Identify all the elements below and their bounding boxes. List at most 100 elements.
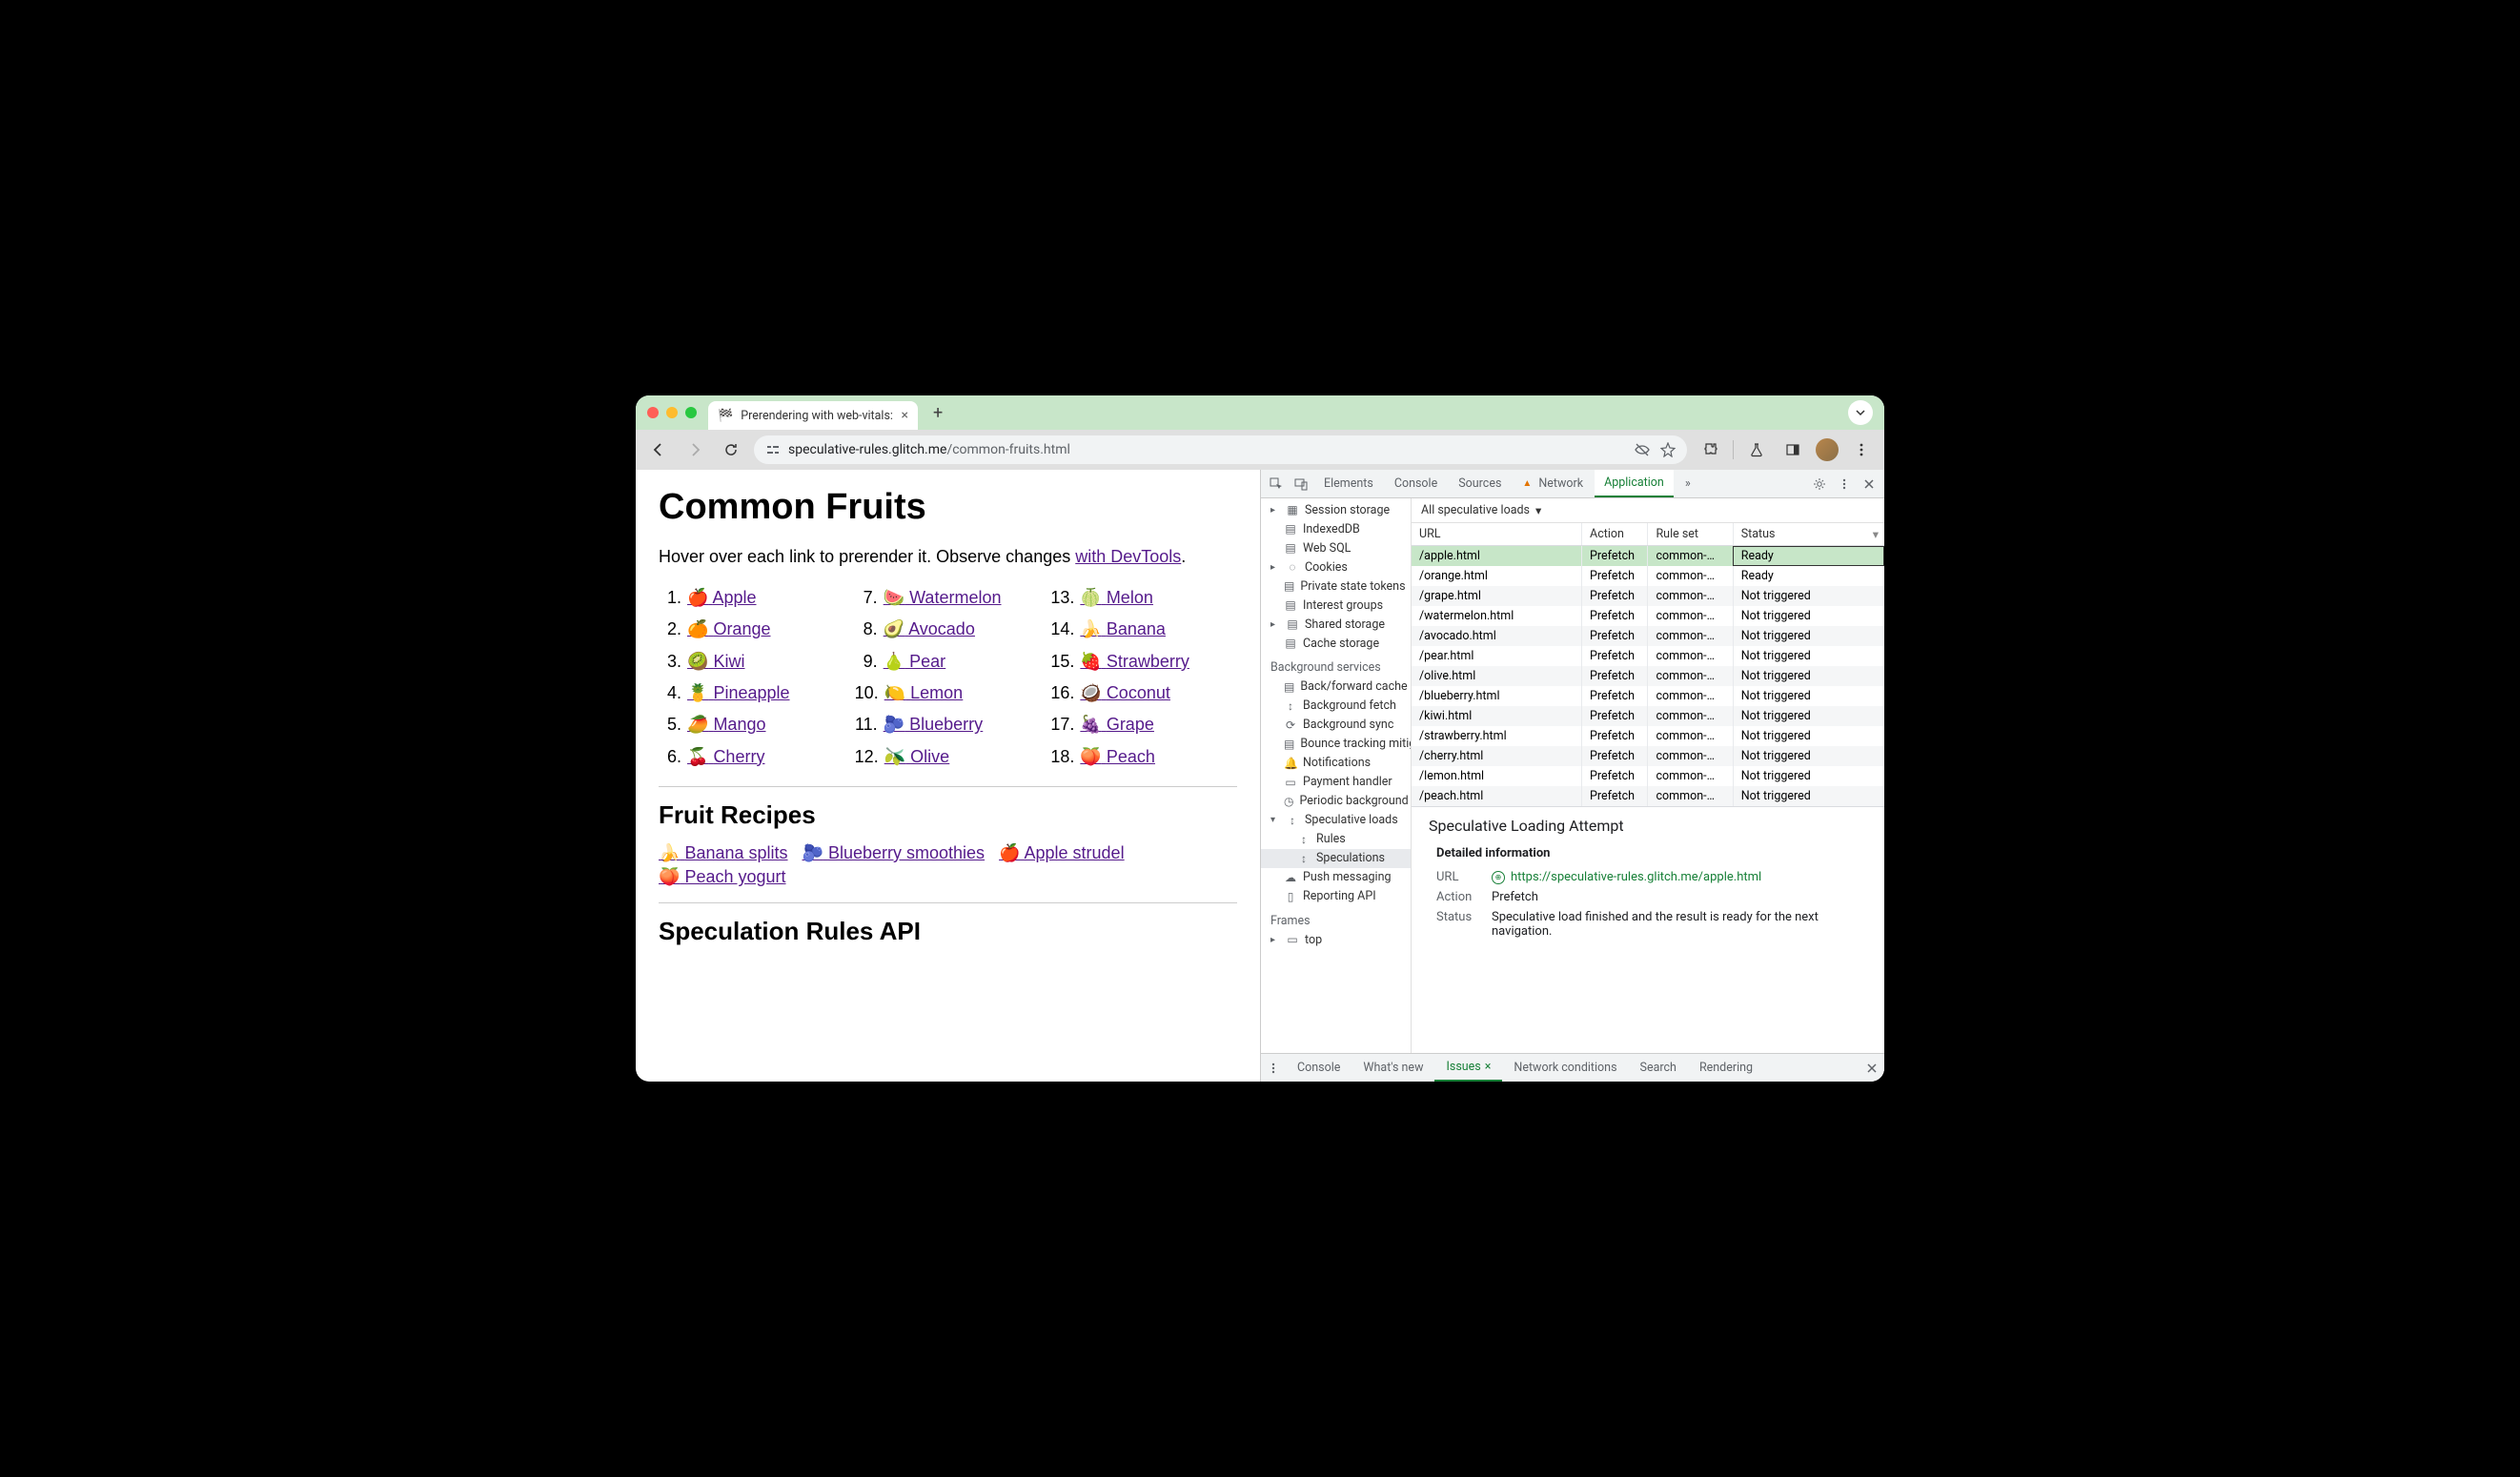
drawer-tab-network-cond[interactable]: Network conditions [1502, 1054, 1628, 1082]
table-row[interactable]: /avocado.htmlPrefetchcommon-…Not trigger… [1412, 626, 1884, 646]
fruit-link-anchor[interactable]: 🍇 Grape [1080, 709, 1153, 740]
sidebar-item-cookies[interactable]: ▸◌Cookies [1261, 557, 1411, 577]
tabs-dropdown-button[interactable] [1848, 400, 1873, 425]
sidebar-item-interest-groups[interactable]: ▤Interest groups [1261, 596, 1411, 615]
table-row[interactable]: /lemon.htmlPrefetchcommon-…Not triggered [1412, 766, 1884, 786]
sidebar-item-bg-sync[interactable]: ⟳Background sync [1261, 716, 1411, 735]
tab-sources[interactable]: Sources [1449, 470, 1511, 497]
fruit-link-anchor[interactable]: 🥑 Avocado [884, 614, 975, 645]
col-action[interactable]: Action [1582, 523, 1648, 546]
drawer-tab-search[interactable]: Search [1629, 1054, 1688, 1082]
close-window-button[interactable] [647, 407, 659, 418]
fruit-link-anchor[interactable]: 🍌 Banana [1080, 614, 1166, 645]
drawer-tab-rendering[interactable]: Rendering [1688, 1054, 1764, 1082]
recipe-link[interactable]: 🫐 Blueberry smoothies [803, 843, 986, 862]
devtools-menu-button[interactable] [1833, 470, 1856, 497]
col-ruleset[interactable]: Rule set [1648, 523, 1733, 546]
close-drawer-button[interactable] [1860, 1054, 1884, 1082]
inspect-element-button[interactable] [1265, 470, 1288, 497]
tab-console[interactable]: Console [1385, 470, 1447, 497]
sidebar-item-cache-storage[interactable]: ▤Cache storage [1261, 634, 1411, 653]
filter-dropdown[interactable]: All speculative loads ▾ [1412, 498, 1884, 523]
new-tab-button[interactable]: + [925, 403, 950, 423]
forward-button[interactable] [681, 436, 708, 463]
table-row[interactable]: /strawberry.htmlPrefetchcommon-…Not trig… [1412, 726, 1884, 746]
table-row[interactable]: /pear.htmlPrefetchcommon-…Not triggered [1412, 646, 1884, 666]
reload-button[interactable] [718, 436, 744, 463]
sidebar-item-shared-storage[interactable]: ▸▤Shared storage [1261, 615, 1411, 634]
profile-avatar[interactable] [1816, 438, 1839, 461]
tabs-overflow-button[interactable]: » [1676, 470, 1700, 497]
sidebar-item-spec-loads[interactable]: ▾↕Speculative loads [1261, 811, 1411, 830]
fruit-link-anchor[interactable]: 🥥 Coconut [1080, 678, 1169, 709]
fruit-link-anchor[interactable]: 🥭 Mango [687, 709, 765, 740]
maximize-window-button[interactable] [685, 407, 697, 418]
fruit-link-anchor[interactable]: 🍊 Orange [687, 614, 770, 645]
fruit-link-anchor[interactable]: 🍐 Pear [884, 646, 945, 678]
fruit-link-anchor[interactable]: 🫐 Blueberry [884, 709, 983, 740]
close-icon[interactable]: × [1485, 1060, 1492, 1074]
sidepanel-button[interactable] [1779, 436, 1806, 463]
sidebar-item-payment[interactable]: ▭Payment handler [1261, 773, 1411, 792]
fruit-link-anchor[interactable]: 🥝 Kiwi [687, 646, 744, 678]
recipe-link[interactable]: 🍌 Banana splits [659, 843, 788, 862]
tab-network[interactable]: Network [1513, 470, 1593, 497]
fruit-link-anchor[interactable]: 🍉 Watermelon [884, 582, 1002, 614]
close-devtools-button[interactable] [1858, 470, 1880, 497]
sidebar-item-notifications[interactable]: 🔔Notifications [1261, 754, 1411, 773]
fruit-link-anchor[interactable]: 🍋 Lemon [884, 678, 963, 709]
settings-button[interactable] [1808, 470, 1831, 497]
recipe-link[interactable]: 🍎 Apple strudel [999, 843, 1125, 862]
back-button[interactable] [645, 436, 672, 463]
minimize-window-button[interactable] [666, 407, 678, 418]
table-row[interactable]: /olive.htmlPrefetchcommon-…Not triggered [1412, 666, 1884, 686]
address-bar[interactable]: speculative-rules.glitch.me/common-fruit… [754, 435, 1687, 464]
browser-tab[interactable]: 🏁 Prerendering with web-vitals: × [708, 401, 918, 430]
labs-button[interactable] [1743, 436, 1770, 463]
sidebar-item-indexeddb[interactable]: ▤IndexedDB [1261, 519, 1411, 538]
drawer-tab-console[interactable]: Console [1286, 1054, 1351, 1082]
fruit-link-anchor[interactable]: 🍒 Cherry [687, 741, 764, 773]
table-row[interactable]: /cherry.htmlPrefetchcommon-…Not triggere… [1412, 746, 1884, 766]
sidebar-item-bg-fetch[interactable]: ↕Background fetch [1261, 697, 1411, 716]
sidebar-item-reporting[interactable]: ▯Reporting API [1261, 887, 1411, 906]
drawer-tab-issues[interactable]: Issues × [1434, 1054, 1502, 1082]
table-row[interactable]: /peach.htmlPrefetchcommon-…Not triggered [1412, 786, 1884, 806]
site-settings-icon[interactable] [765, 442, 781, 457]
recipe-link[interactable]: 🍑 Peach yogurt [659, 867, 786, 886]
drawer-menu-button[interactable] [1261, 1054, 1286, 1082]
sidebar-item-push[interactable]: ☁Push messaging [1261, 868, 1411, 887]
extensions-button[interactable] [1697, 436, 1723, 463]
table-row[interactable]: /orange.htmlPrefetchcommon-…Ready [1412, 566, 1884, 586]
col-url[interactable]: URL [1412, 523, 1582, 546]
detail-url-value[interactable]: ⊕ https://speculative-rules.glitch.me/ap… [1492, 870, 1761, 884]
drawer-tab-whatsnew[interactable]: What's new [1351, 1054, 1434, 1082]
sidebar-item-private-state[interactable]: ▤Private state tokens [1261, 577, 1411, 596]
sidebar-item-periodic[interactable]: ◷Periodic background [1261, 792, 1411, 811]
fruit-link-anchor[interactable]: 🍈 Melon [1080, 582, 1152, 614]
table-row[interactable]: /watermelon.htmlPrefetchcommon-…Not trig… [1412, 606, 1884, 626]
chrome-menu-button[interactable] [1848, 436, 1875, 463]
table-row[interactable]: /apple.htmlPrefetchcommon-…Ready [1412, 546, 1884, 567]
tab-elements[interactable]: Elements [1314, 470, 1383, 497]
table-row[interactable]: /grape.htmlPrefetchcommon-…Not triggered [1412, 586, 1884, 606]
table-row[interactable]: /kiwi.htmlPrefetchcommon-…Not triggered [1412, 706, 1884, 726]
fruit-link-anchor[interactable]: 🍑 Peach [1080, 741, 1154, 773]
bookmark-icon[interactable] [1660, 442, 1676, 457]
fruit-link-anchor[interactable]: 🍓 Strawberry [1080, 646, 1189, 678]
fruit-link-anchor[interactable]: 🫒 Olive [884, 741, 949, 773]
sidebar-item-session-storage[interactable]: ▸▦Session storage [1261, 500, 1411, 519]
col-status[interactable]: Status ▾ [1733, 523, 1884, 546]
sidebar-item-websql[interactable]: ▤Web SQL [1261, 538, 1411, 557]
sidebar-item-top-frame[interactable]: ▸▭top [1261, 930, 1411, 949]
fruit-link-anchor[interactable]: 🍍 Pineapple [687, 678, 790, 709]
devtools-link[interactable]: with DevTools [1075, 547, 1181, 566]
sidebar-item-bounce[interactable]: ▤Bounce tracking mitigation [1261, 735, 1411, 754]
incognito-off-icon[interactable] [1634, 441, 1651, 458]
device-toolbar-button[interactable] [1290, 470, 1312, 497]
fruit-link-anchor[interactable]: 🍎 Apple [687, 582, 756, 614]
tab-close-icon[interactable]: × [902, 408, 908, 423]
sidebar-item-speculations[interactable]: ↕Speculations [1261, 849, 1411, 868]
sidebar-item-back-forward[interactable]: ▤Back/forward cache [1261, 678, 1411, 697]
sidebar-item-rules[interactable]: ↕Rules [1261, 830, 1411, 849]
